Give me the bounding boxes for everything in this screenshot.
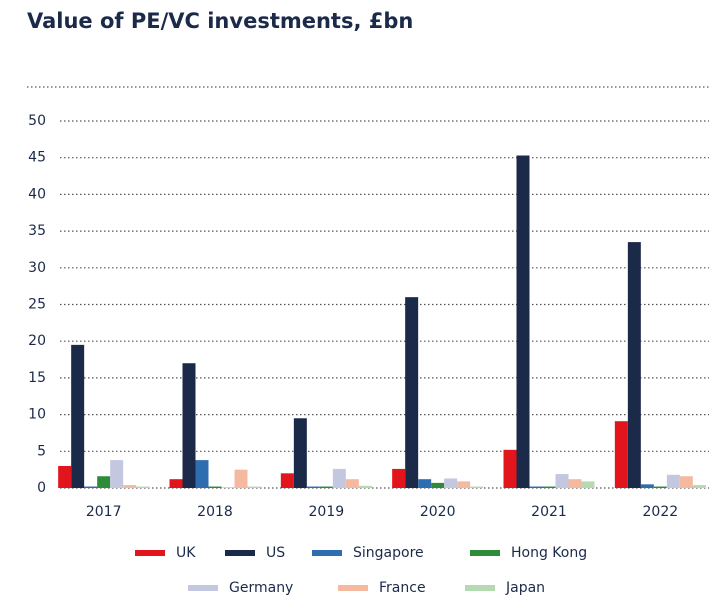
- bar: [247, 486, 261, 488]
- bar: [431, 482, 445, 488]
- bar: [319, 486, 333, 488]
- bar: [503, 449, 517, 488]
- y-tick-label: 45: [28, 150, 46, 166]
- y-tick-label: 50: [28, 113, 46, 129]
- bar: [529, 486, 543, 488]
- bar: [332, 468, 346, 488]
- bar: [666, 474, 680, 488]
- bar: [679, 476, 693, 488]
- bar: [392, 468, 406, 488]
- bar: [306, 486, 320, 488]
- y-tick-label: 5: [37, 443, 46, 459]
- x-tick-label: 2018: [197, 504, 233, 520]
- bar: [123, 485, 137, 488]
- bar: [293, 418, 307, 488]
- legend-label: Germany: [229, 580, 293, 596]
- bar: [195, 460, 209, 488]
- bar: [470, 486, 484, 488]
- bar: [542, 486, 556, 488]
- legend-label: US: [266, 545, 285, 561]
- y-tick-label: 10: [28, 407, 46, 423]
- y-tick-label: 20: [28, 333, 46, 349]
- bar: [692, 485, 706, 488]
- x-tick-label: 2020: [420, 504, 456, 520]
- bar: [444, 478, 458, 488]
- bar: [71, 344, 85, 488]
- bar: [358, 485, 372, 488]
- bar: [405, 297, 419, 488]
- bar: [58, 465, 72, 488]
- y-tick-label: 40: [28, 186, 46, 202]
- bar: [555, 474, 569, 488]
- x-tick-label: 2022: [643, 504, 679, 520]
- y-tick-label: 30: [28, 260, 46, 276]
- chart-title: Value of PE/VC investments, £bn: [27, 9, 413, 33]
- bar: [280, 473, 294, 488]
- y-tick-label: 15: [28, 370, 46, 386]
- legend-label: Japan: [505, 580, 545, 596]
- bar: [627, 242, 641, 488]
- bar: [234, 469, 248, 488]
- bar: [136, 486, 150, 488]
- bar: [221, 487, 235, 488]
- x-tick-label: 2017: [86, 504, 122, 520]
- bar: [614, 421, 628, 488]
- bar: [653, 486, 667, 488]
- bar: [640, 484, 654, 488]
- bar: [84, 486, 98, 488]
- bar: [208, 486, 222, 488]
- y-tick-label: 0: [37, 480, 46, 496]
- bar: [97, 476, 111, 488]
- bar: [568, 479, 582, 488]
- bar: [457, 481, 471, 488]
- y-tick-label: 35: [28, 223, 46, 239]
- x-tick-label: 2019: [309, 504, 345, 520]
- bar: [182, 363, 196, 488]
- bar: [110, 460, 124, 488]
- bar: [581, 481, 595, 488]
- legend-label: Hong Kong: [511, 545, 587, 561]
- legend-label: France: [379, 580, 426, 596]
- x-tick-label: 2021: [531, 504, 567, 520]
- bar: [516, 155, 530, 489]
- legend-label: Singapore: [353, 545, 424, 561]
- y-tick-label: 25: [28, 297, 46, 313]
- bar: [169, 479, 183, 488]
- bar: [345, 479, 359, 488]
- bar: [418, 479, 432, 488]
- legend-label: UK: [176, 545, 196, 561]
